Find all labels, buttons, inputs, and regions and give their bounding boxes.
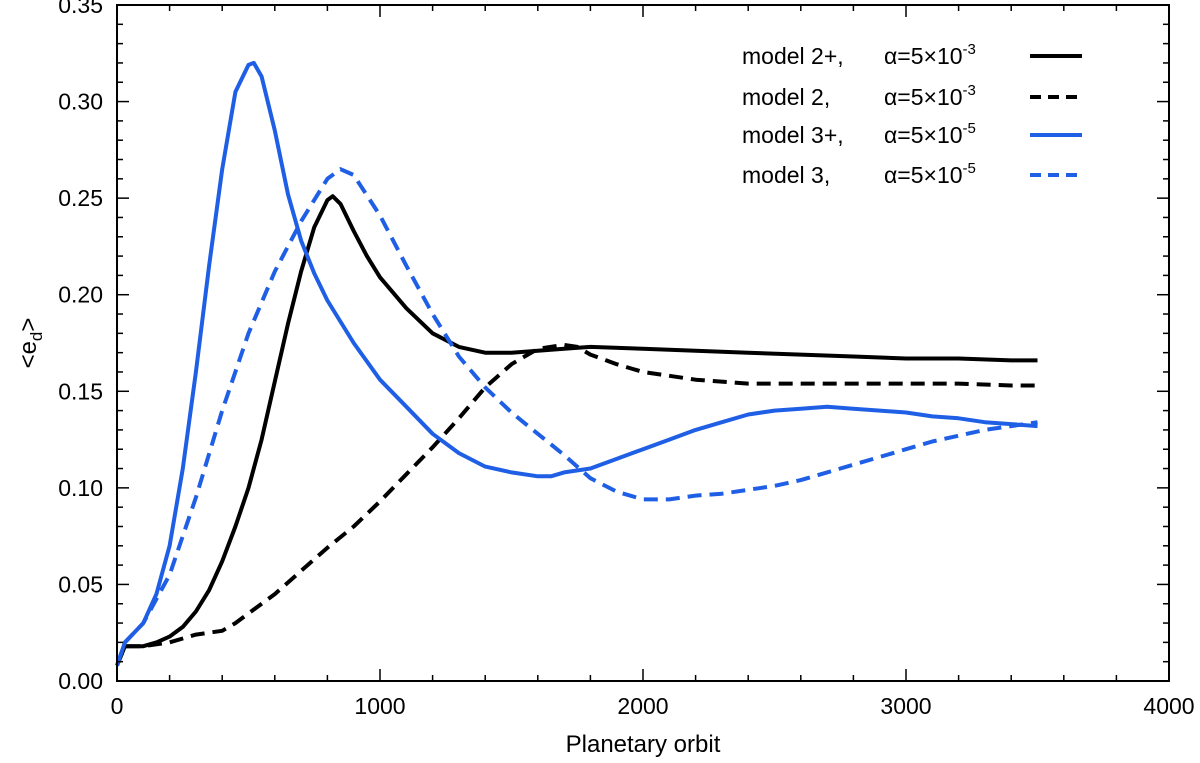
y-tick-label: 0.10 bbox=[58, 475, 103, 501]
series-line-model-2plus bbox=[115, 194, 1038, 667]
plot-lines bbox=[115, 60, 1038, 667]
legend-entry-model-2plus: model 2+, α=5×10-3 bbox=[742, 41, 1082, 69]
x-tick-label: 3000 bbox=[880, 693, 931, 719]
legend-alpha-model-2plus: α=5×10-3 bbox=[884, 41, 976, 69]
plot-frame bbox=[116, 4, 1170, 682]
y-tick-label: 0.20 bbox=[58, 282, 103, 308]
legend-alpha-model-2: α=5×10-3 bbox=[884, 82, 976, 110]
legend-label-model-3plus: model 3+, bbox=[742, 122, 844, 148]
y-axis-title: <ed> bbox=[15, 318, 46, 369]
y-tick-label: 0.00 bbox=[58, 668, 103, 694]
x-tick-label: 2000 bbox=[617, 693, 668, 719]
legend-entry-model-3: model 3, α=5×10-5 bbox=[742, 160, 1082, 188]
x-tick-label: 1000 bbox=[354, 693, 405, 719]
x-axis-title: Planetary orbit bbox=[566, 731, 721, 758]
series-line-model-2 bbox=[115, 342, 1038, 667]
legend-entry-model-2: model 2, α=5×10-3 bbox=[742, 82, 1082, 110]
series-line-model-3 bbox=[115, 167, 1038, 667]
legend-label-model-2plus: model 2+, bbox=[742, 43, 844, 69]
legend-alpha-model-3plus: α=5×10-5 bbox=[884, 120, 976, 148]
axis-tick-labels: 0 1000 2000 3000 4000 0.00 0.05 0.10 0.15 0.20 0.2… bbox=[58, 0, 1194, 719]
legend: model 2+, α=5×10-3 model 2, α=5×10-3 mod… bbox=[742, 41, 1082, 188]
legend-alpha-model-3: α=5×10-5 bbox=[884, 160, 976, 188]
x-tick-label: 4000 bbox=[1143, 693, 1194, 719]
legend-entry-model-3plus: model 3+, α=5×10-5 bbox=[742, 120, 1082, 148]
y-tick-label: 0.25 bbox=[58, 185, 103, 211]
y-tick-label: 0.05 bbox=[58, 571, 103, 597]
axis-ticks bbox=[116, 4, 1170, 682]
legend-label-model-3: model 3, bbox=[742, 162, 830, 188]
x-tick-label: 0 bbox=[111, 693, 124, 719]
y-tick-label: 0.15 bbox=[58, 378, 103, 404]
series-line-model-3plus bbox=[115, 60, 1038, 667]
legend-label-model-2: model 2, bbox=[742, 84, 830, 110]
y-tick-label: 0.30 bbox=[58, 89, 103, 115]
y-tick-label: 0.35 bbox=[58, 0, 103, 18]
